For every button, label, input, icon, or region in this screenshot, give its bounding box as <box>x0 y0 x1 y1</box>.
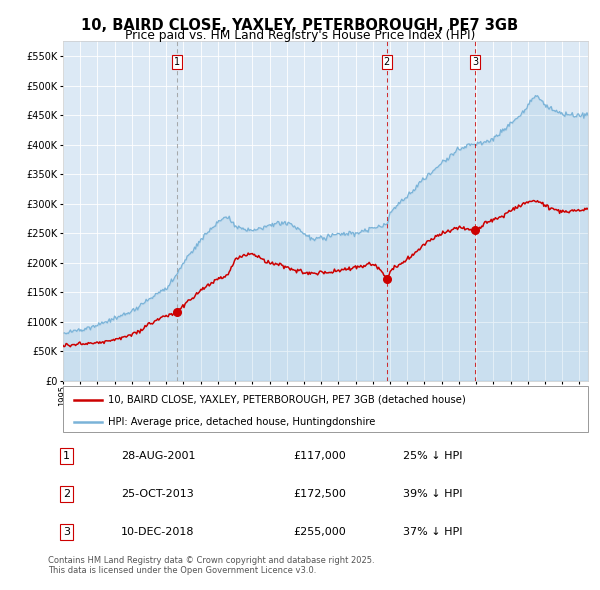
Text: 39% ↓ HPI: 39% ↓ HPI <box>403 489 463 499</box>
Text: 25-OCT-2013: 25-OCT-2013 <box>121 489 194 499</box>
Text: HPI: Average price, detached house, Huntingdonshire: HPI: Average price, detached house, Hunt… <box>107 417 375 427</box>
Text: 28-AUG-2001: 28-AUG-2001 <box>121 451 196 461</box>
Text: Price paid vs. HM Land Registry's House Price Index (HPI): Price paid vs. HM Land Registry's House … <box>125 30 475 42</box>
Text: Contains HM Land Registry data © Crown copyright and database right 2025.
This d: Contains HM Land Registry data © Crown c… <box>48 556 374 575</box>
Text: 3: 3 <box>472 57 478 67</box>
Text: £255,000: £255,000 <box>293 527 346 537</box>
Text: 1: 1 <box>175 57 181 67</box>
Text: 2: 2 <box>63 489 70 499</box>
Text: 1: 1 <box>63 451 70 461</box>
Text: 37% ↓ HPI: 37% ↓ HPI <box>403 527 463 537</box>
Text: 10, BAIRD CLOSE, YAXLEY, PETERBOROUGH, PE7 3GB: 10, BAIRD CLOSE, YAXLEY, PETERBOROUGH, P… <box>82 18 518 32</box>
Text: 10, BAIRD CLOSE, YAXLEY, PETERBOROUGH, PE7 3GB (detached house): 10, BAIRD CLOSE, YAXLEY, PETERBOROUGH, P… <box>107 395 466 405</box>
Text: £172,500: £172,500 <box>293 489 346 499</box>
Text: 3: 3 <box>63 527 70 537</box>
Text: £117,000: £117,000 <box>293 451 346 461</box>
Text: 2: 2 <box>383 57 390 67</box>
Text: 25% ↓ HPI: 25% ↓ HPI <box>403 451 463 461</box>
Text: 10-DEC-2018: 10-DEC-2018 <box>121 527 194 537</box>
